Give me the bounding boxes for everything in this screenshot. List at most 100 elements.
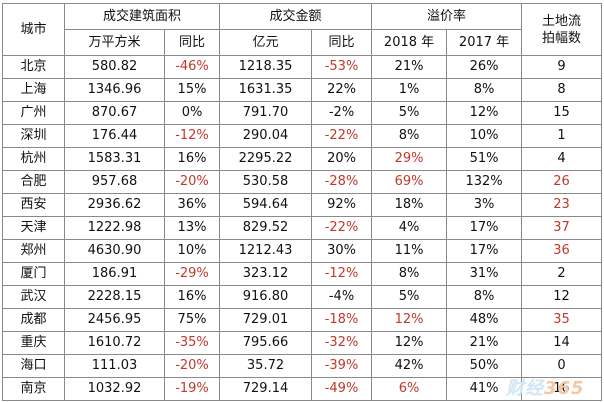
cell-amount-yoy: -22% xyxy=(311,216,373,240)
cell-amount: 1212.43 xyxy=(219,239,313,263)
cell-city: 郑州 xyxy=(2,239,65,263)
header-premium-2018: 2018 年 xyxy=(371,29,448,56)
cell-amount: 290.04 xyxy=(219,124,313,148)
cell-amount-yoy: -12% xyxy=(311,262,373,286)
cell-premium-2018: 5% xyxy=(371,285,448,309)
cell-amount-yoy: 22% xyxy=(311,78,373,102)
cell-city: 西安 xyxy=(2,193,65,217)
cell-premium-2018: 21% xyxy=(371,55,448,79)
header-premium-2017: 2017 年 xyxy=(446,29,523,56)
cell-area: 2936.62 xyxy=(64,193,165,217)
table-row: 厦门 186.91 -29% 323.12 -12% 8% 31% 2 xyxy=(2,262,603,286)
header-area-group: 成交建筑面积 xyxy=(63,3,221,30)
cell-premium-2018: 11% xyxy=(371,239,448,263)
watermark-logo: 财经365 xyxy=(506,378,598,400)
cell-area: 1610.72 xyxy=(64,331,165,355)
header-amount-yoy: 同比 xyxy=(311,29,373,56)
cell-amount-yoy: -22% xyxy=(311,124,373,148)
cell-area-yoy: 36% xyxy=(163,193,221,217)
cell-amount-yoy: 30% xyxy=(311,239,373,263)
cell-area: 1346.96 xyxy=(64,78,165,102)
cell-amount: 916.80 xyxy=(219,285,313,309)
cell-premium-2017: 26% xyxy=(446,55,523,79)
cell-area: 2456.95 xyxy=(64,308,165,332)
cell-premium-2017: 3% xyxy=(446,193,523,217)
cell-area-yoy: -35% xyxy=(163,331,221,355)
cell-amount: 530.58 xyxy=(219,170,313,194)
header-area-yoy: 同比 xyxy=(163,29,221,56)
cell-failed-count: 8 xyxy=(521,78,603,102)
header-area-unit: 万平方米 xyxy=(64,29,165,56)
cell-premium-2018: 12% xyxy=(371,308,448,332)
cell-amount-yoy: -4% xyxy=(311,285,373,309)
cell-area: 957.68 xyxy=(64,170,165,194)
cell-area: 4630.90 xyxy=(64,239,165,263)
table-row: 杭州 1583.31 16% 2295.22 20% 29% 51% 4 xyxy=(2,147,603,171)
cell-area: 1222.98 xyxy=(64,216,165,240)
cell-premium-2018: 4% xyxy=(371,216,448,240)
cell-area: 2228.15 xyxy=(64,285,165,309)
cell-city: 厦门 xyxy=(2,262,65,286)
cell-premium-2018: 12% xyxy=(371,331,448,355)
cell-premium-2017: 8% xyxy=(446,78,523,102)
header-amount-unit: 亿元 xyxy=(219,29,313,56)
cell-premium-2018: 1% xyxy=(371,78,448,102)
cell-premium-2018: 69% xyxy=(371,170,448,194)
cell-area-yoy: 16% xyxy=(163,285,221,309)
cell-city: 南京 xyxy=(2,377,65,401)
cell-amount: 2295.22 xyxy=(219,147,313,171)
cell-premium-2018: 8% xyxy=(371,262,448,286)
cell-amount: 729.01 xyxy=(219,308,313,332)
cell-area-yoy: 0% xyxy=(163,101,221,125)
cell-amount-yoy: -2% xyxy=(311,101,373,125)
cell-premium-2018: 18% xyxy=(371,193,448,217)
cell-failed-count: 16 xyxy=(521,377,603,401)
cell-premium-2018: 29% xyxy=(371,147,448,171)
table-row: 成都 2456.95 75% 729.01 -18% 12% 48% 35 xyxy=(2,308,603,332)
cell-amount: 323.12 xyxy=(219,262,313,286)
cell-city: 重庆 xyxy=(2,331,65,355)
cell-area-yoy: 75% xyxy=(163,308,221,332)
cell-area: 111.03 xyxy=(64,354,165,378)
table-row: 重庆 1610.72 -35% 795.66 -32% 12% 21% 14 xyxy=(2,331,603,355)
cell-area-yoy: 15% xyxy=(163,78,221,102)
cell-amount-yoy: -53% xyxy=(311,55,373,79)
table-body: 北京 580.82 -46% 1218.35 -53% 21% 26% 9 上海 1346.96 1… xyxy=(2,55,603,401)
cell-premium-2017: 41% xyxy=(446,377,523,401)
cell-premium-2017: 21% xyxy=(446,331,523,355)
cell-premium-2018: 6% xyxy=(371,377,448,401)
cell-amount: 795.66 xyxy=(219,331,313,355)
cell-area: 1032.92 xyxy=(64,377,165,401)
cell-premium-2017: 8% xyxy=(446,285,523,309)
cell-area-yoy: -12% xyxy=(163,124,221,148)
table-row: 上海 1346.96 15% 1631.35 22% 1% 8% 8 xyxy=(2,78,603,102)
header-premium-group: 溢价率 xyxy=(371,3,523,30)
cell-amount: 594.64 xyxy=(219,193,313,217)
cell-city: 杭州 xyxy=(2,147,65,171)
table-row: 郑州 4630.90 10% 1212.43 30% 11% 17% 36 xyxy=(2,239,603,263)
table-row: 南京 1032.92 -19% 729.14 -49% 6% 41% 16 xyxy=(2,377,603,401)
cell-premium-2017: 48% xyxy=(446,308,523,332)
cell-city: 合肥 xyxy=(2,170,65,194)
cell-premium-2017: 31% xyxy=(446,262,523,286)
cell-city: 武汉 xyxy=(2,285,65,309)
cell-failed-count: 9 xyxy=(521,55,603,79)
header-row-1: 城市 成交建筑面积 成交金额 溢价率 土地流拍幅数 xyxy=(2,3,603,56)
cell-amount-yoy: -39% xyxy=(311,354,373,378)
cell-failed-count: 12 xyxy=(521,285,603,309)
cell-failed-count: 35 xyxy=(521,308,603,332)
cell-area-yoy: 13% xyxy=(163,216,221,240)
cell-failed-count: 15 xyxy=(521,101,603,125)
cell-amount: 829.52 xyxy=(219,216,313,240)
header-amount-group: 成交金额 xyxy=(219,3,373,30)
header-row-2: 万平方米 同比 亿元 同比 2018 年 2017 年 xyxy=(3,29,602,56)
table-row: 西安 2936.62 36% 594.64 92% 18% 3% 23 xyxy=(2,193,603,217)
cell-amount-yoy: -32% xyxy=(311,331,373,355)
cell-failed-count: 36 xyxy=(521,239,603,263)
cell-area-yoy: -19% xyxy=(163,377,221,401)
cell-area-yoy: -20% xyxy=(163,170,221,194)
table-row: 北京 580.82 -46% 1218.35 -53% 21% 26% 9 xyxy=(2,55,603,79)
cell-amount: 729.14 xyxy=(219,377,313,401)
watermark-brand: 财经 xyxy=(506,378,544,399)
cell-area: 1583.31 xyxy=(64,147,165,171)
